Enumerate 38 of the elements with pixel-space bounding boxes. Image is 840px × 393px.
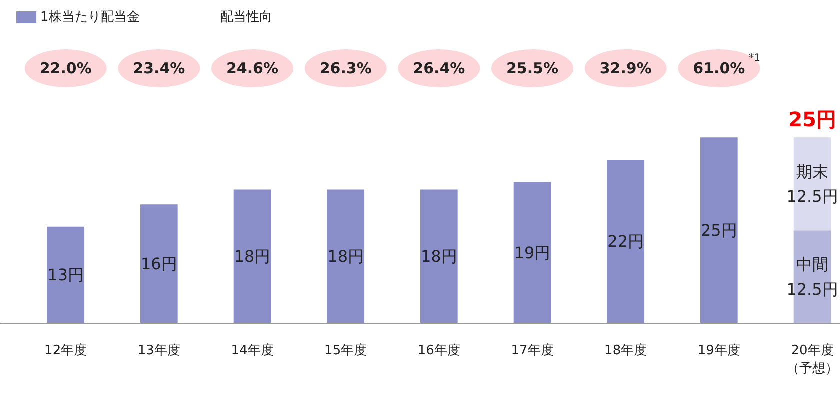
data-label: 16円: [140, 254, 178, 274]
bar: [420, 190, 458, 324]
text: 61.0%*1: [693, 53, 761, 78]
x-tick-label: 17年度: [511, 342, 554, 358]
data-label: 19円: [514, 243, 551, 262]
bar: [514, 182, 552, 324]
bar: [327, 190, 364, 324]
data-label: 13円: [48, 266, 84, 285]
bar: [47, 226, 84, 324]
total-label: 25円: [788, 108, 836, 132]
data-label: 期末 12.5円: [786, 162, 838, 206]
text: 24.6%: [226, 60, 279, 78]
text: 26.4%: [413, 60, 466, 78]
data-label: 18円: [328, 247, 364, 266]
text: 配当性向: [220, 10, 272, 25]
x-tick-label: 20年度（予想）: [786, 342, 838, 376]
text: 32.9%: [600, 60, 652, 78]
data-label: 18円: [420, 247, 458, 266]
text: 26.3%: [320, 60, 372, 78]
bar: [234, 190, 272, 324]
x-tick-label: 14年度: [231, 342, 274, 358]
legend-label: 1株当たり配当金: [40, 10, 140, 25]
text: 25.5%: [506, 60, 559, 78]
x-tick-label: 18年度: [604, 342, 648, 358]
x-tick-label: 15年度: [324, 342, 368, 358]
bar: [607, 160, 644, 324]
data-label: 18円: [234, 247, 271, 266]
x-tick-label: 12年度: [44, 342, 88, 358]
x-tick-label: 19年度: [698, 342, 740, 358]
data-label: 22円: [608, 232, 644, 252]
text: 22.0%: [40, 60, 92, 78]
x-tick-label: 16年度: [418, 342, 460, 358]
x-tick-label: 13年度: [138, 342, 180, 358]
text: 23.4%: [133, 60, 186, 78]
bar: [140, 204, 178, 324]
data-label: 25円: [700, 221, 738, 240]
bar: [700, 138, 738, 324]
data-label: 中間 12.5円: [786, 255, 838, 299]
